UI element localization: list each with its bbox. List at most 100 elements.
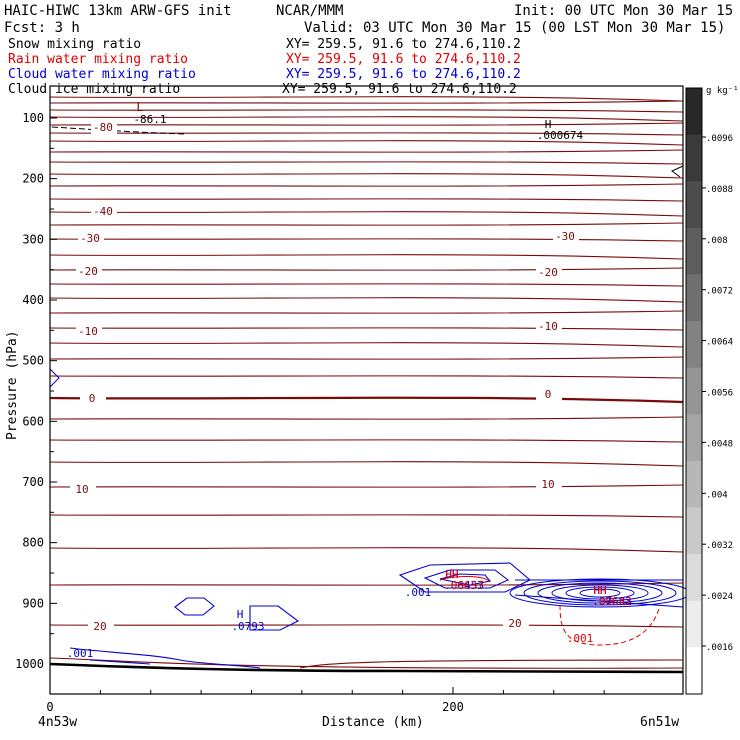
temperature-contour <box>49 149 684 153</box>
temperature-contour <box>49 132 684 136</box>
cloud-water-contour <box>523 580 677 606</box>
temperature-contour <box>49 96 684 102</box>
colorbar-label: .0056 <box>706 389 733 399</box>
temperature-contour-label: -40 <box>93 205 113 218</box>
temperature-contour <box>49 582 684 586</box>
cloud-water-contour <box>249 605 300 631</box>
field-name-rain: Rain water mixing ratio <box>8 52 188 67</box>
temperature-contour-label: 20 <box>508 617 521 630</box>
x-axis-label: Distance (km) <box>322 715 424 730</box>
extremum-annotation: HH <box>445 568 458 581</box>
extremum-annotation: .06453 <box>444 579 484 592</box>
colorbar-label: .0024 <box>706 592 733 602</box>
cloud-water-contour <box>579 588 621 598</box>
temperature-contour <box>49 416 684 420</box>
colorbar-bin <box>686 647 702 695</box>
temperature-contour <box>49 140 684 146</box>
temperature-contour <box>49 439 684 443</box>
field-name-cloud-water: Cloud water mixing ratio <box>8 67 196 82</box>
y-tick-label: 600 <box>22 414 44 428</box>
field-name-snow: Snow mixing ratio <box>8 37 141 52</box>
cloud-water-contour <box>49 368 60 388</box>
colorbar-unit: g kg⁻¹ <box>706 86 739 96</box>
field-xy-cloud-ice: XY= 259.5, 91.6 to 274.6,110.2 <box>282 82 517 97</box>
extremum-annotation: .000674 <box>537 129 584 142</box>
x-start-label: 4n53w <box>38 715 77 730</box>
cloud-water-contour <box>537 582 663 604</box>
temperature-contour <box>49 327 684 331</box>
rain-water-contour <box>559 604 661 646</box>
temperature-contour <box>49 109 684 113</box>
plot-frame <box>49 85 684 695</box>
colorbar-bin <box>686 227 702 275</box>
temperature-contour <box>49 657 684 669</box>
extremum-annotation: .001 <box>567 632 594 645</box>
temperature-contour <box>49 514 684 518</box>
model-title: HAIC-HIWC 13km ARW-GFS init <box>4 3 232 19</box>
temperature-contour-label: 10 <box>75 483 88 496</box>
y-tick-label: 1000 <box>15 657 44 671</box>
temperature-contour <box>49 173 684 179</box>
colorbar-label: .0032 <box>706 541 733 551</box>
freezing-level-contour <box>49 396 684 404</box>
temperature-contour <box>49 238 684 242</box>
extremum-annotation: .001 <box>405 586 432 599</box>
colorbar-bin <box>686 554 702 602</box>
extremum-annotation: HH <box>445 568 458 581</box>
temperature-contour <box>49 297 684 303</box>
colorbar-bin <box>686 600 702 648</box>
extremum-annotation: -86.1 <box>133 113 166 126</box>
temperature-contour <box>49 198 684 202</box>
temperature-contour <box>49 375 684 379</box>
contour-label-background <box>536 267 562 279</box>
cloud-ice-contour <box>671 165 684 178</box>
temperature-contour <box>299 659 684 669</box>
cloud-water-contour <box>174 597 215 616</box>
extremum-annotation: .00642 <box>592 595 632 608</box>
colorbar-bin <box>686 274 702 322</box>
temperature-contour-label: 10 <box>541 478 554 491</box>
contour-label-background <box>76 266 102 278</box>
temperature-contours <box>49 96 684 674</box>
contour-label-background <box>91 206 117 218</box>
cloud-water-contour <box>439 573 492 586</box>
contour-label-background <box>80 393 106 405</box>
cloud-water-contour <box>89 659 151 665</box>
temperature-contour <box>49 116 684 122</box>
temperature-contour-label: 0 <box>89 392 96 405</box>
temperature-contour <box>49 461 684 467</box>
contour-label-background <box>503 618 529 630</box>
contour-label-background <box>78 233 104 245</box>
org-label: NCAR/MMM <box>276 3 343 19</box>
colorbar-label: .0096 <box>706 134 733 144</box>
temperature-contour <box>49 183 684 187</box>
temperature-contour <box>49 254 684 260</box>
colorbar-label: .008 <box>706 236 728 246</box>
field-name-cloud-ice: Cloud ice mixing ratio <box>8 82 180 97</box>
colorbar-bin <box>686 507 702 555</box>
y-tick-label: 300 <box>22 232 44 246</box>
y-axis-label: Pressure (hPa) <box>5 330 20 440</box>
extremum-annotation: .0793 <box>231 620 264 633</box>
temperature-contour <box>49 267 684 271</box>
contour-label-background <box>536 389 562 401</box>
colorbar-bin <box>686 181 702 229</box>
y-tick-label: 100 <box>22 111 44 125</box>
temperature-contour <box>49 222 684 226</box>
field-xy-rain: XY= 259.5, 91.6 to 274.6,110.2 <box>286 52 521 67</box>
x-axis: 0 200 <box>46 687 605 714</box>
contour-label-background <box>70 484 96 496</box>
y-tick-label: 200 <box>22 172 44 186</box>
annotations: -80 -40 -30 -20 -10 0 10 20 -30 -20 -10 0 10 20 L-86.1… <box>67 100 632 660</box>
y-tick-label: 400 <box>22 293 44 307</box>
colorbar-label: .004 <box>706 490 728 500</box>
y-tick-label: 900 <box>22 596 44 610</box>
colorbar: .0096 .0088 .008 .0072 .0064 .0056 .0048 .004 .0… <box>685 87 733 695</box>
rain-water-contour <box>439 576 491 583</box>
x-tick-label: 200 <box>442 700 464 714</box>
temperature-contour-label: 20 <box>93 620 106 633</box>
y-tick-label: 500 <box>22 354 44 368</box>
field-xy-snow: XY= 259.5, 91.6 to 274.6,110.2 <box>286 37 521 52</box>
contour-label-background <box>536 321 562 333</box>
x-end-label: 6n51w <box>640 715 679 730</box>
